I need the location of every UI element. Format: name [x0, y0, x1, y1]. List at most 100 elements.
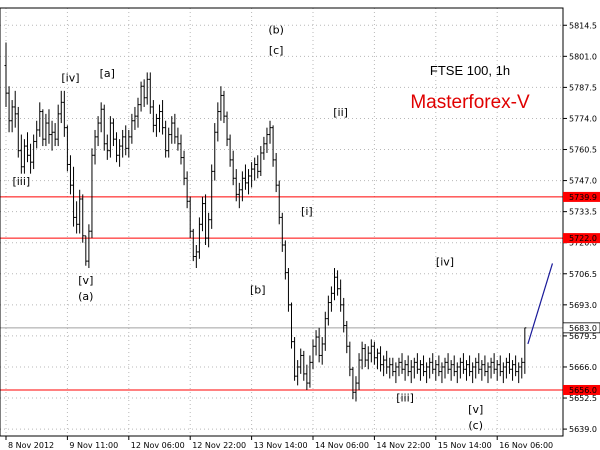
- ohlc-bar: [366, 346, 370, 370]
- ohlc-bar: [271, 125, 275, 167]
- ohlc-bar: [474, 357, 478, 379]
- ohlc-bar: [121, 129, 125, 158]
- ohlc-bar: [179, 134, 183, 165]
- wave-label: [iii]: [396, 391, 414, 404]
- current-price-label: 5683.0: [569, 324, 597, 333]
- y-tick-label: 5760.5: [569, 146, 597, 155]
- ohlc-bar: [151, 100, 155, 133]
- ohlc-bar: [504, 357, 508, 379]
- wave-label: (b): [268, 23, 284, 36]
- ohlc-bar: [68, 155, 72, 195]
- ohlc-bar: [277, 180, 281, 225]
- ohlc-bar: [35, 120, 39, 149]
- ohlc-bar: [228, 134, 232, 167]
- ohlc-bar: [185, 171, 189, 209]
- level-price-box: [563, 384, 600, 395]
- y-tick-label: 5679.5: [569, 332, 597, 341]
- ohlc-bar: [517, 362, 521, 384]
- ohlc-bar: [25, 132, 29, 163]
- ohlc-bar: [197, 217, 201, 259]
- ohlc-bar: [339, 279, 343, 312]
- ohlc-bar: [375, 348, 379, 370]
- ohlc-bar: [44, 113, 48, 147]
- wave-label: (c): [468, 419, 483, 432]
- ohlc-bar: [253, 157, 257, 181]
- y-tick-label: 5720.0: [569, 239, 597, 248]
- ohlc-bar: [406, 355, 410, 377]
- level-price-label: 5722.0: [569, 234, 597, 243]
- ohlc-bar: [382, 355, 386, 377]
- y-tick-label: 5801.0: [569, 52, 597, 61]
- ohlc-bar: [507, 353, 511, 374]
- ohlc-bar: [422, 355, 426, 377]
- ohlc-bar: [81, 194, 85, 243]
- ohlc-bar: [332, 268, 336, 301]
- ohlc-bar: [16, 106, 20, 158]
- ohlc-bar: [461, 353, 465, 374]
- ohlc-bar: [59, 90, 63, 124]
- ohlc-bar: [13, 90, 17, 128]
- level-layer: [0, 196, 563, 391]
- ohlc-bar: [136, 97, 140, 128]
- ohlc-bar: [231, 150, 235, 186]
- wave-label: [a]: [100, 67, 115, 80]
- ohlc-bar: [87, 224, 91, 269]
- ohlc-bar: [234, 169, 238, 202]
- ohlc-bar: [520, 357, 524, 379]
- ohlc-bar: [431, 353, 435, 374]
- ohlc-bar: [133, 106, 137, 130]
- ohlc-bar: [296, 360, 300, 386]
- ohlc-bar: [96, 116, 100, 147]
- x-tick-label: 14 Nov 22:00: [376, 441, 430, 450]
- x-tick-label: 14 Nov 06:00: [315, 441, 369, 450]
- ohlc-bar: [41, 109, 45, 147]
- ohlc-bar: [204, 194, 208, 246]
- ohlc-bar: [259, 146, 263, 176]
- ohlc-bar: [385, 350, 389, 374]
- ohlc-bar: [194, 245, 198, 269]
- ohlc-bar: [394, 362, 398, 384]
- ohlc-bar: [154, 113, 158, 137]
- ohlc-bar: [225, 111, 229, 147]
- ohlc-bar: [458, 357, 462, 379]
- ohlc-bar: [437, 355, 441, 377]
- ohlc-bar: [434, 360, 438, 381]
- ohlc-bar: [219, 86, 223, 121]
- ohlc-bar: [250, 162, 254, 188]
- ohlc-bar: [188, 196, 192, 239]
- ohlc-bar: [489, 357, 493, 379]
- level-price-box: [563, 233, 600, 244]
- ohlc-bar: [265, 127, 269, 153]
- ohlc-bar: [216, 102, 220, 142]
- ohlc-bar: [283, 240, 287, 280]
- ohlc-bar: [428, 357, 432, 379]
- ohlc-bar: [161, 100, 165, 135]
- x-tick-label: 8 Nov 2012: [8, 441, 54, 450]
- x-tick-label: 13 Nov 14:00: [254, 441, 308, 450]
- ohlc-bar: [465, 360, 468, 381]
- y-axis: 5814.5 5801.0 5787.5 5774.0 5760.5 5747.0 5733…: [562, 21, 600, 434]
- ohlc-bar: [446, 353, 450, 374]
- ohlc-bar: [210, 164, 214, 229]
- ohlc-bar: [7, 86, 11, 133]
- ohlc-bar: [105, 134, 109, 160]
- ohlc-bar: [492, 353, 496, 374]
- ohlc-bar: [391, 357, 395, 377]
- ohlc-bar: [418, 360, 422, 381]
- ohlc-bar: [4, 42, 8, 107]
- x-tick-label: 12 Nov 22:00: [192, 441, 246, 450]
- wave-label: [iii]: [12, 175, 30, 188]
- ohlc-bar: [308, 355, 312, 388]
- y-tick-label: 5787.5: [569, 83, 597, 92]
- ohlc-bar: [471, 362, 475, 384]
- ohlc-bar: [320, 337, 324, 365]
- ohlc-bar: [22, 139, 26, 174]
- ohlc-bar: [290, 302, 294, 349]
- x-tick-label: 15 Nov 14:00: [438, 441, 492, 450]
- ohlc-bar: [342, 297, 346, 333]
- ohlc-bar: [84, 235, 88, 266]
- ohlc-bar: [403, 360, 407, 381]
- wave-label: [iv]: [436, 256, 454, 269]
- ohlc-bar: [93, 129, 97, 165]
